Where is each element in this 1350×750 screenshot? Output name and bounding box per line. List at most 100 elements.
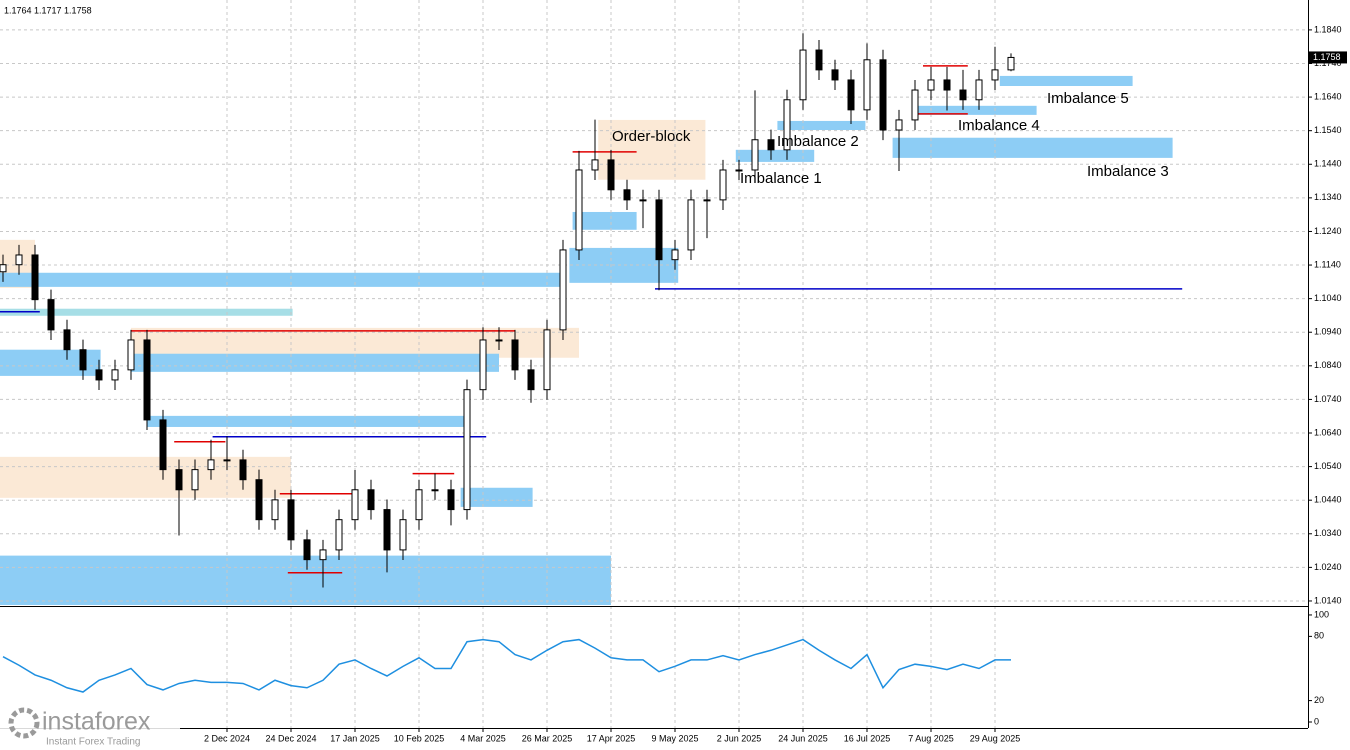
y-tick-label: 1.1140 (1314, 259, 1341, 269)
candle-body (479, 339, 487, 391)
logo-icon (8, 707, 40, 739)
logo: instaforex Instant Forex Trading (0, 704, 180, 750)
candle-body (543, 329, 551, 391)
zone-label: Imbalance 5 (1047, 90, 1129, 107)
y-tick-label: 1.0340 (1314, 528, 1342, 538)
zone-label: Order-block (612, 128, 691, 145)
y-tick-label: 1.1340 (1314, 192, 1342, 202)
candle-body (319, 549, 327, 561)
candle-body (895, 119, 903, 131)
x-tick-label: 7 Aug 2025 (908, 733, 954, 743)
y-tick-label: 1.1640 (1314, 91, 1342, 101)
x-tick-label: 4 Mar 2025 (460, 733, 506, 743)
y-tick-label: 1.1240 (1314, 226, 1342, 236)
candle-body (959, 89, 967, 101)
candle-body (175, 469, 183, 491)
candle-body (271, 499, 279, 521)
current-price-box (1309, 51, 1347, 64)
candle-body (111, 369, 119, 381)
candle-body (799, 49, 807, 101)
y-tick-label: 1.0540 (1314, 461, 1342, 471)
candle-body (847, 79, 855, 111)
candle-body (127, 339, 135, 371)
x-tick-label: 26 Mar 2025 (522, 733, 573, 743)
grid (0, 0, 1308, 728)
candle-body (943, 79, 951, 91)
candle-body (911, 89, 919, 121)
x-tick-label: 17 Apr 2025 (587, 733, 636, 743)
zone (0, 555, 611, 605)
zone (913, 105, 1037, 115)
y-tick-label: 0 (1314, 716, 1319, 726)
candle-body (831, 69, 839, 81)
candle-body (703, 199, 711, 202)
x-tick-label: 10 Feb 2025 (394, 733, 445, 743)
y-tick-label: 1.0140 (1314, 595, 1342, 605)
candle-body (287, 499, 295, 541)
candle-body (751, 139, 759, 171)
candle-body (239, 459, 247, 481)
candle-body (735, 169, 743, 172)
x-tick-label: 2 Jun 2025 (717, 733, 762, 743)
rsi-panel (2, 638, 1011, 693)
y-tick-label: 1.0740 (1314, 394, 1342, 404)
candle-body (879, 59, 887, 131)
axis: 1.0140 1.0240 1.0340 1.0440 1.0540 1.0640 1.07… (204, 24, 1347, 743)
candle-body (47, 299, 55, 331)
candle-body (975, 79, 983, 101)
candle-body (399, 519, 407, 551)
zone-label: Imbalance 3 (1087, 163, 1169, 180)
candle-body (655, 199, 663, 261)
candle-body (687, 199, 695, 251)
y-tick-label: 1.1840 (1314, 24, 1342, 34)
logo-name: instaforex (42, 708, 151, 736)
zone (892, 137, 1173, 158)
candle-body (863, 59, 871, 111)
candle-body (63, 329, 71, 351)
candle-body (223, 459, 231, 462)
candle-body (159, 419, 167, 471)
zone (131, 353, 499, 372)
zone (0, 456, 291, 498)
candle-body (303, 539, 311, 561)
zone (0, 308, 293, 316)
current-price-label: 1.1758 (1313, 52, 1341, 62)
zone (572, 211, 637, 230)
candle-body (559, 249, 567, 331)
candle-body (671, 249, 679, 261)
x-tick-label: 24 Jun 2025 (778, 733, 828, 743)
candle-body (463, 389, 471, 511)
header: 1.1764 1.1717 1.1758 (4, 5, 92, 15)
candle-body (415, 489, 423, 521)
x-tick-label: 16 Jul 2025 (844, 733, 891, 743)
y-tick-label: 20 (1314, 695, 1324, 705)
candle-body (367, 489, 375, 511)
y-tick-label: 1.0840 (1314, 360, 1342, 370)
zone (598, 119, 706, 180)
candle-body (143, 339, 151, 421)
candle-body (1007, 56, 1015, 71)
candle-body (527, 369, 535, 391)
candle-body (575, 169, 583, 251)
candle-body (15, 254, 23, 266)
candle-body (815, 49, 823, 71)
zone (735, 149, 815, 162)
candle-body (927, 79, 935, 91)
y-tick-label: 80 (1314, 631, 1324, 641)
x-tick-label: 17 Jan 2025 (330, 733, 380, 743)
candle-body (511, 339, 519, 371)
candle-body (639, 199, 647, 202)
zone-label: Imbalance 1 (740, 170, 822, 187)
candle-body (767, 139, 775, 151)
rsi-line (2, 638, 1011, 693)
zone (460, 487, 533, 507)
candle-body (591, 159, 599, 171)
zone (777, 120, 866, 131)
candle-body (95, 369, 103, 381)
y-tick-label: 1.1040 (1314, 293, 1342, 303)
zone-label: Imbalance 2 (777, 133, 859, 150)
candle-body (607, 159, 615, 191)
candle-body (255, 479, 263, 521)
candle-body (623, 189, 631, 201)
